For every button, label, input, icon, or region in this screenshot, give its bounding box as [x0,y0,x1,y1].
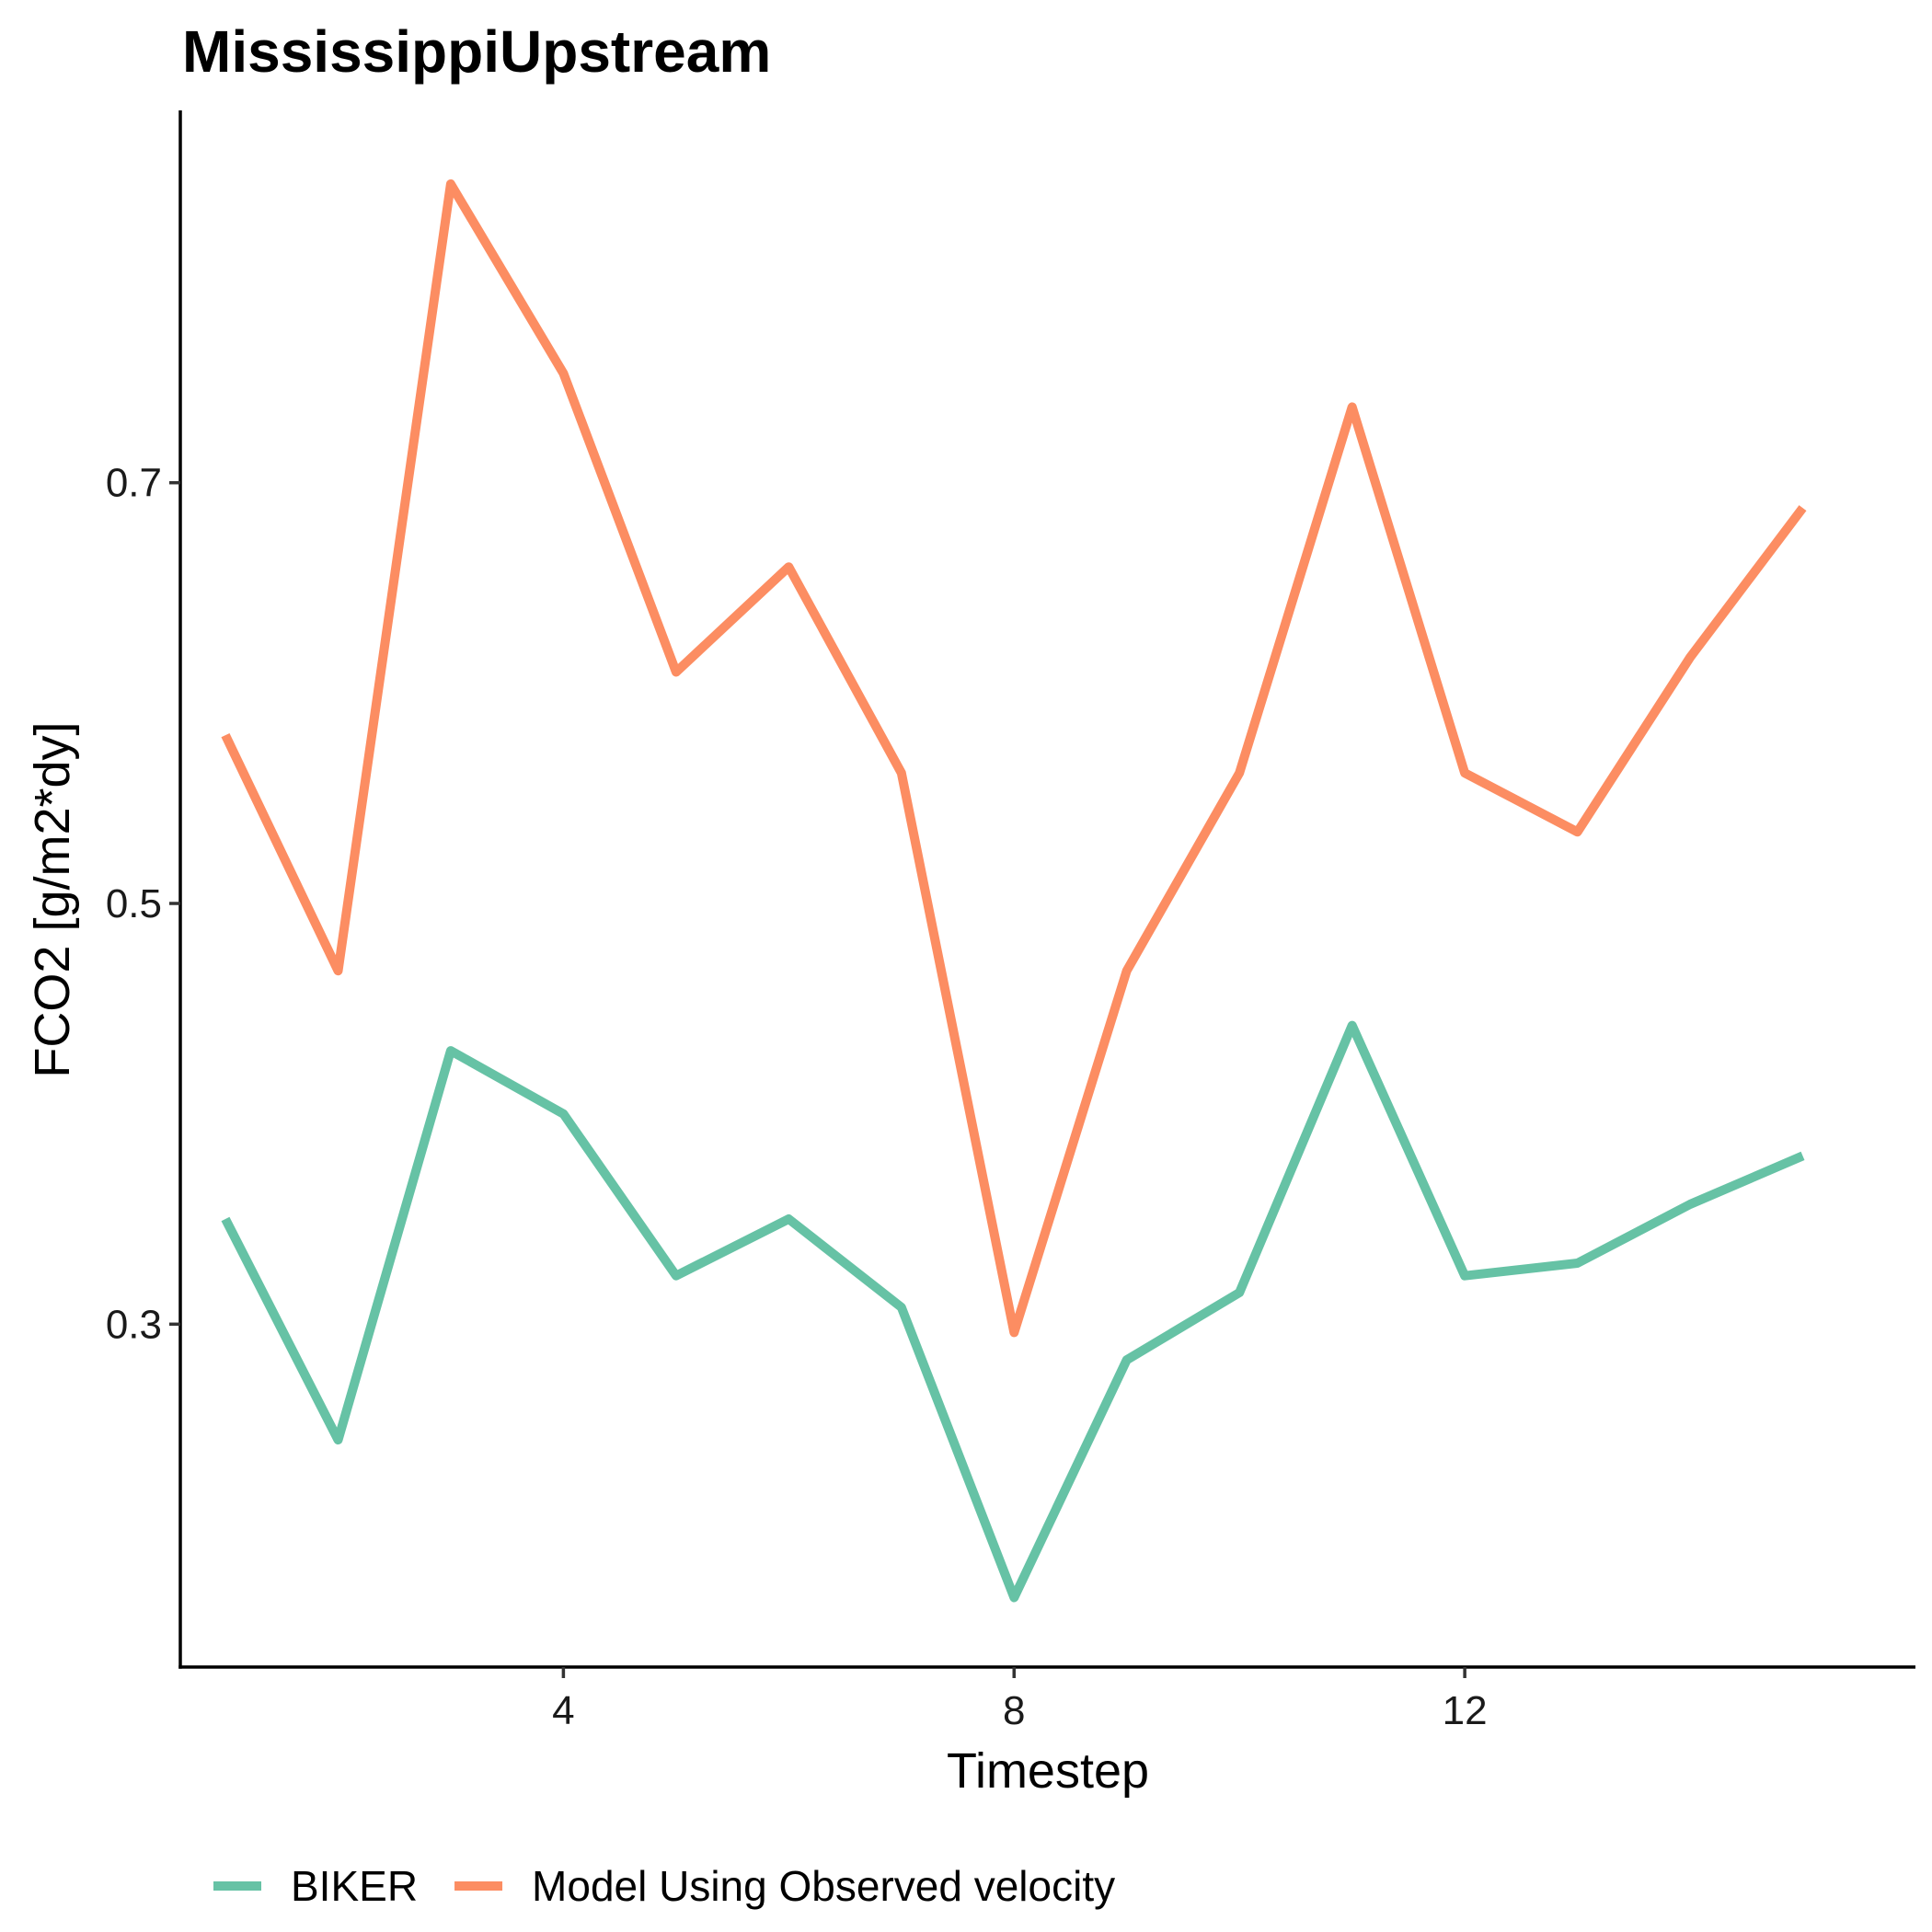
y-axis-ticks: 0.3 0.5 0.7 [106,461,180,1347]
x-axis-ticks: 4 8 12 [552,1667,1488,1733]
series-lines [221,179,1807,1603]
y-axis-title: FCO2 [g/m2*dy] [25,721,80,1077]
legend-label-2: Model Using Observed velocity [532,1862,1115,1910]
legend: BIKER Model Using Observed velocity [213,1862,1115,1910]
y-tick-label: 0.3 [106,1302,162,1347]
y-tick-label: 0.7 [106,461,162,506]
x-axis-title: Timestep [947,1743,1149,1799]
x-tick-label: 4 [552,1688,574,1733]
x-tick-label: 12 [1443,1688,1488,1733]
chart-title: MississippiUpstream [182,18,771,85]
y-tick-label: 0.5 [106,881,162,926]
series-line-1 [221,1020,1805,1603]
legend-label-1: BIKER [291,1862,418,1910]
x-tick-label: 8 [1003,1688,1025,1733]
series-line-2 [221,179,1807,1338]
